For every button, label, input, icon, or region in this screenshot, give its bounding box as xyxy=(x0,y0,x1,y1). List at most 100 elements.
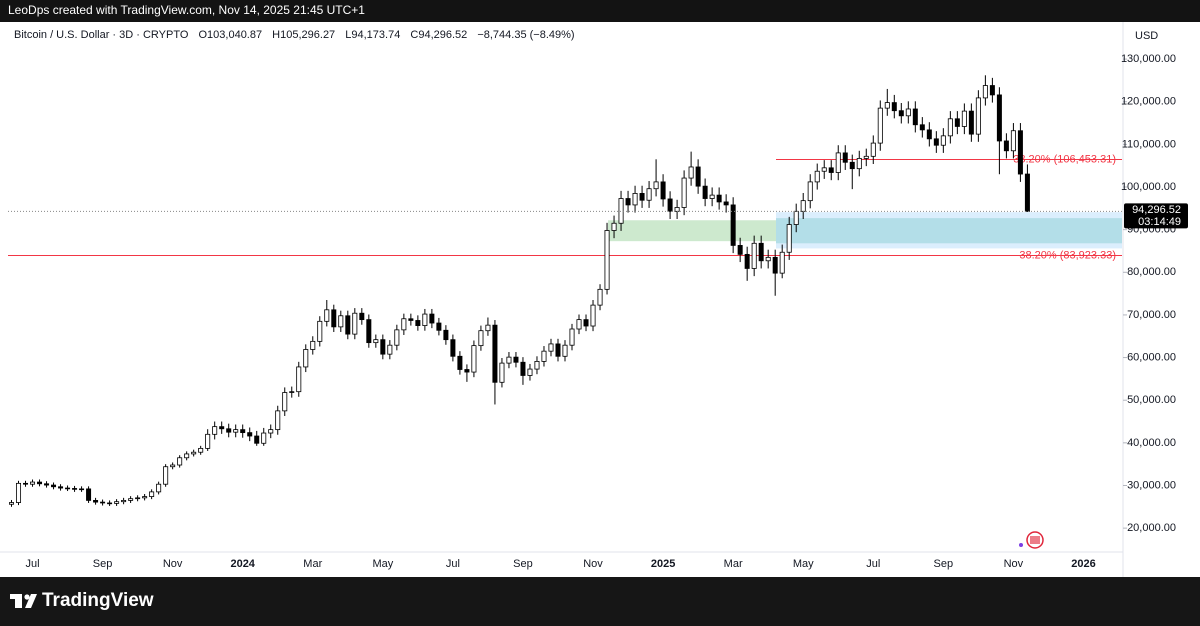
candle-body xyxy=(478,330,484,347)
candle-body xyxy=(415,320,421,326)
candle-body xyxy=(156,483,162,493)
candle-body xyxy=(849,161,855,170)
candles xyxy=(9,75,1030,507)
candle-body xyxy=(590,304,596,327)
candle-body xyxy=(807,181,813,202)
fib-label: 38.20% (106,453.31) xyxy=(1013,153,1116,165)
candle-body xyxy=(345,315,351,335)
candle-body xyxy=(471,345,477,373)
candle-body xyxy=(443,329,449,341)
candle-body xyxy=(16,482,22,503)
candle-body xyxy=(450,339,456,357)
candle-body xyxy=(1024,173,1030,212)
candle-body xyxy=(282,392,288,412)
candle-body xyxy=(548,343,554,352)
candle-body xyxy=(212,426,218,435)
candle-body xyxy=(9,502,15,505)
ohlc-key: O xyxy=(198,29,208,41)
x-tick-label: 2025 xyxy=(651,558,675,570)
candle-body xyxy=(891,102,897,112)
y-axis-label: USD xyxy=(1135,30,1158,42)
candle-body xyxy=(597,288,603,306)
x-tick-label: Jul xyxy=(866,558,880,570)
candle-body xyxy=(765,256,771,262)
candle-body xyxy=(464,369,470,373)
candle-body xyxy=(723,201,729,206)
candle-body xyxy=(436,322,442,331)
ohlc-value: 94,296.52 xyxy=(418,29,468,41)
candle-body xyxy=(114,501,120,504)
x-tick-label: Jul xyxy=(25,558,39,570)
candle-body xyxy=(30,481,36,485)
ohlc-key: C xyxy=(410,29,419,41)
legend: Bitcoin / U.S. Dollar · 3D · CRYPTO O103… xyxy=(14,29,575,41)
x-tick-label: May xyxy=(372,558,393,570)
candle-body xyxy=(772,256,778,274)
last-price-label: 94,296.52 xyxy=(1132,204,1181,216)
candle-body xyxy=(709,194,715,199)
candle-body xyxy=(541,350,547,362)
candle-body xyxy=(527,368,533,376)
y-tick-label: 80,000.00 xyxy=(1127,266,1176,278)
candle-body xyxy=(947,118,953,137)
candle-body xyxy=(520,361,526,376)
brand-logo xyxy=(10,594,37,608)
footer-bar xyxy=(0,577,1200,626)
ohlc-key: H xyxy=(272,29,281,41)
x-tick-label: Mar xyxy=(724,558,743,570)
candle-body xyxy=(366,319,372,344)
last-price-tag xyxy=(1124,203,1188,229)
candle-body xyxy=(856,158,862,170)
y-tick-label: 40,000.00 xyxy=(1127,437,1176,449)
y-tick-label: 130,000.00 xyxy=(1121,53,1176,65)
candle-body xyxy=(933,138,939,146)
candle-body xyxy=(534,361,540,370)
candle-body xyxy=(219,426,225,430)
candle-body xyxy=(51,484,57,488)
candle-body xyxy=(226,428,232,433)
y-tick-label: 30,000.00 xyxy=(1127,479,1176,491)
candle-body xyxy=(919,124,925,131)
candle-body xyxy=(1010,130,1016,152)
candle-body xyxy=(961,110,967,127)
header-text: LeoDps created with TradingView.com, Nov… xyxy=(8,3,365,17)
candle-body xyxy=(135,497,141,500)
candle-body xyxy=(870,142,876,157)
y-tick-label: 50,000.00 xyxy=(1127,394,1176,406)
candle-body xyxy=(737,245,743,255)
x-tick-label: Nov xyxy=(583,558,603,570)
candle-body xyxy=(268,429,274,434)
candle-body xyxy=(912,108,918,126)
candle-body xyxy=(996,94,1002,142)
candle-body xyxy=(422,313,428,326)
candle-body xyxy=(492,324,498,383)
candle-body xyxy=(107,502,113,505)
candle-body xyxy=(758,242,764,262)
candle-body xyxy=(380,339,386,355)
candle-body xyxy=(625,198,631,206)
candle-body xyxy=(898,110,904,117)
candle-body xyxy=(604,230,610,290)
ohlc-value: 105,296.27 xyxy=(280,29,336,41)
candle-body xyxy=(394,329,400,346)
candle-body xyxy=(975,97,981,135)
candle-body xyxy=(184,453,190,459)
x-tick-label: Sep xyxy=(93,558,113,570)
candle-body xyxy=(331,309,337,328)
candle-body xyxy=(576,319,582,330)
x-tick-label: Sep xyxy=(513,558,533,570)
x-tick-label: Jul xyxy=(446,558,460,570)
y-tick-label: 60,000.00 xyxy=(1127,351,1176,363)
candle-body xyxy=(800,200,806,212)
candle-body xyxy=(674,207,680,212)
candle-body xyxy=(905,108,911,117)
ohlc-key: L xyxy=(345,29,352,41)
candle-body xyxy=(142,496,148,499)
candle-body xyxy=(989,85,995,96)
zone xyxy=(608,220,776,242)
candle-body xyxy=(583,319,589,327)
candle-body xyxy=(821,167,827,172)
candle-body xyxy=(149,491,155,497)
x-tick-label: Mar xyxy=(303,558,322,570)
